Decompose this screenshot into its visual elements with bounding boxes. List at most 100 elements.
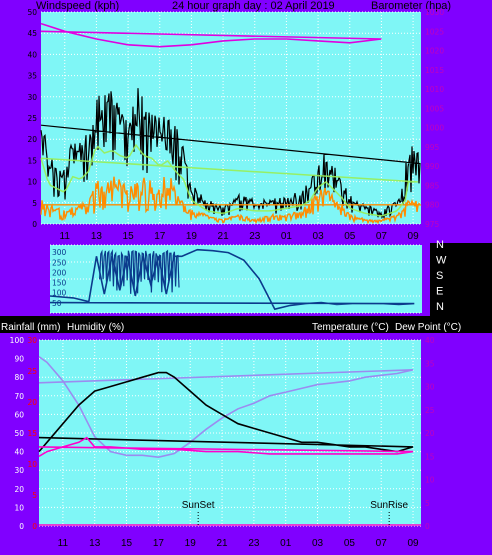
climate-x-tick: 03 (312, 538, 324, 549)
direction-y-tick: 100 (52, 289, 67, 298)
humidity-axis-label: Humidity (%) (67, 322, 125, 333)
rainfall-y-tick: 25 (27, 367, 37, 376)
humidity-y-tick: 70 (14, 392, 24, 401)
humidity-y-tick: 30 (14, 466, 24, 475)
rainfall-y-tick: 10 (27, 460, 37, 469)
wind-x-tick: 05 (344, 231, 356, 242)
temperature-y-tick: 30 (425, 383, 435, 392)
humidity-y-tick: 90 (14, 355, 24, 364)
chart-title: 24 hour graph day : 02 April 2019 (172, 0, 335, 12)
windspeed-axis-label: Windspeed (kph) (36, 0, 120, 12)
climate-x-tick: 11 (58, 538, 69, 549)
rainfall-y-tick: 30 (27, 336, 37, 345)
direction-panel-frame-left (0, 243, 48, 316)
wind-x-tick: 21 (218, 231, 230, 242)
wind-direction-variability (99, 249, 180, 294)
direction-compass-label: S (436, 270, 443, 282)
direction-y-tick: 300 (52, 248, 67, 257)
rainfall-y-tick: 0 (32, 522, 37, 531)
wind-x-tick: 17 (154, 231, 166, 242)
wind-y-tick: 25 (27, 114, 37, 123)
temperature-y-tick: 5 (425, 499, 430, 508)
wind-y-tick: 15 (27, 156, 37, 165)
climate-x-tick: 21 (216, 538, 228, 549)
temperature-y-tick: 15 (425, 452, 435, 461)
barometer-y-tick: 980 (425, 201, 440, 210)
humidity-y-tick: 0 (19, 522, 24, 531)
dewpoint-line (38, 436, 414, 457)
wind-y-tick: 35 (27, 72, 37, 81)
climate-x-tick: 09 (407, 538, 419, 549)
rainfall-y-tick: 20 (27, 398, 37, 407)
barometer-y-tick: 995 (425, 143, 440, 152)
barometer-y-tick: 1015 (425, 66, 444, 75)
rainfall-axis-label: Rainfall (mm) (1, 322, 61, 333)
temperature-line (38, 371, 414, 453)
climate-x-tick: 17 (153, 538, 165, 549)
temperature-y-tick: 40 (425, 336, 435, 345)
barometer-y-tick: 1020 (425, 47, 444, 56)
wind-x-tick: 15 (123, 231, 135, 242)
humidity-y-tick: 10 (14, 503, 24, 512)
temperature-y-tick: 25 (425, 406, 435, 415)
barometer-y-tick: 1030 (425, 8, 444, 17)
barometer-y-tick: 975 (425, 220, 440, 229)
climate-x-tick: 23 (248, 538, 260, 549)
direction-compass-label: E (436, 286, 443, 298)
temperature-axis-label: Temperature (°C) (312, 322, 389, 333)
wind-mean-line (40, 143, 418, 217)
direction-compass-label: N (436, 301, 444, 313)
temperature-y-tick: 0 (425, 522, 430, 531)
climate-x-tick: 13 (89, 538, 101, 549)
sunrise-marker-label: SunRise (370, 500, 408, 511)
barometer-y-tick: 985 (425, 181, 440, 190)
wind-y-tick: 40 (27, 50, 37, 59)
climate-x-tick: 05 (344, 538, 356, 549)
climate-x-tick: 15 (121, 538, 133, 549)
barometer-y-tick: 990 (425, 162, 440, 171)
wind-x-tick: 01 (281, 231, 293, 242)
wind-y-tick: 20 (27, 135, 37, 144)
windspeed-line (40, 88, 421, 220)
direction-y-tick: 150 (52, 279, 67, 288)
direction-compass-label: W (436, 255, 447, 267)
wind-x-tick: 11 (60, 231, 71, 242)
humidity-y-tick: 80 (14, 373, 24, 382)
wind-x-tick: 03 (313, 231, 325, 242)
wind-x-tick: 19 (186, 231, 198, 242)
temperature-y-tick: 35 (425, 359, 435, 368)
wind-y-tick: 30 (27, 93, 37, 102)
wind-y-tick: 5 (32, 199, 37, 208)
humidity-y-tick: 60 (14, 410, 24, 419)
wind-y-tick: 50 (27, 8, 37, 17)
humidity-y-tick: 50 (14, 429, 24, 438)
temperature-y-tick: 10 (425, 476, 435, 485)
humidity-y-tick: 100 (10, 336, 25, 345)
wind-y-tick: 0 (32, 220, 37, 229)
humidity-y-tick: 40 (14, 448, 24, 457)
direction-y-tick: 250 (52, 258, 67, 267)
wind-x-tick: 09 (408, 231, 420, 242)
wind-x-tick: 23 (249, 231, 261, 242)
humidity-y-tick: 20 (14, 485, 24, 494)
wind-x-tick: 07 (376, 231, 388, 242)
direction-y-tick: 50 (52, 299, 62, 308)
barometer-y-tick: 1000 (425, 124, 444, 133)
direction-y-tick: 200 (52, 268, 67, 277)
rainfall-y-tick: 5 (32, 491, 37, 500)
temperature-y-tick: 20 (425, 429, 435, 438)
barometer-y-tick: 1005 (425, 104, 444, 113)
barometer-axis-label: Barometer (hpa) (371, 0, 452, 12)
wind-average-line (40, 176, 422, 225)
wind-y-tick: 10 (27, 178, 37, 187)
wind-x-tick: 13 (91, 231, 103, 242)
barometer-y-tick: 1010 (425, 85, 444, 94)
direction-compass-label: N (436, 239, 444, 251)
barometer-y-tick: 1025 (425, 27, 444, 36)
dewpoint-axis-label: Dew Point (°C) (395, 322, 462, 333)
climate-x-tick: 01 (280, 538, 292, 549)
climate-x-tick: 19 (185, 538, 197, 549)
sunset-marker-label: SunSet (182, 500, 215, 511)
wind-y-tick: 45 (27, 29, 37, 38)
